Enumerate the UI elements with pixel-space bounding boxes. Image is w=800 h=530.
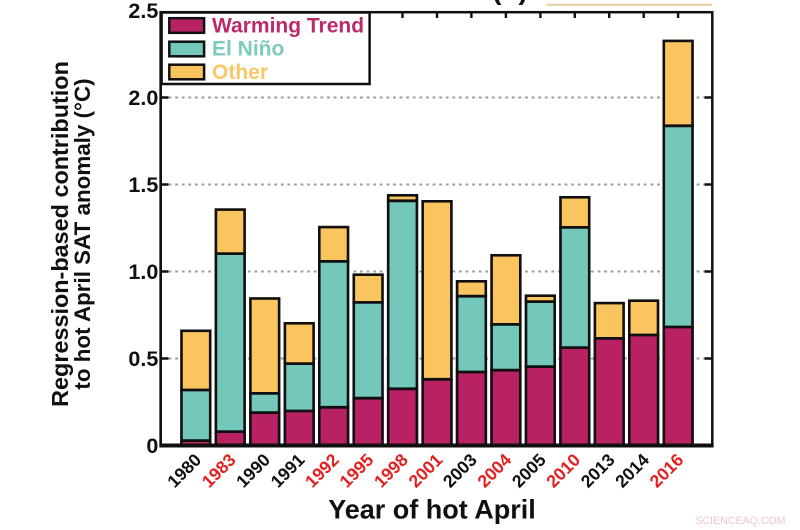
- svg-text:Regression-based contribution: Regression-based contribution: [47, 61, 73, 407]
- svg-text:2010: 2010: [542, 450, 584, 492]
- svg-text:0.5: 0.5: [128, 347, 158, 371]
- svg-text:2004: 2004: [473, 450, 515, 492]
- svg-text:1991: 1991: [267, 450, 309, 492]
- svg-text:1995: 1995: [336, 450, 378, 492]
- svg-text:SCIENCEAQ.COM: SCIENCEAQ.COM: [695, 515, 785, 527]
- svg-text:2013: 2013: [577, 450, 619, 492]
- svg-text:2005: 2005: [508, 450, 550, 492]
- svg-text:Other: Other: [212, 61, 268, 84]
- svg-text:El Niño: El Niño: [212, 38, 284, 61]
- svg-text:2001: 2001: [405, 450, 447, 492]
- svg-text:to hot April SAT anomaly (°C): to hot April SAT anomaly (°C): [70, 78, 95, 389]
- svg-text:Year of hot April: Year of hot April: [328, 495, 536, 525]
- svg-text:1.5: 1.5: [128, 173, 158, 197]
- svg-text:2016: 2016: [646, 450, 688, 492]
- svg-text:2.0: 2.0: [128, 86, 158, 110]
- svg-text:1.0: 1.0: [128, 260, 158, 284]
- svg-text:1980: 1980: [163, 450, 205, 492]
- svg-text:1983: 1983: [198, 450, 240, 492]
- svg-text:1990: 1990: [232, 450, 274, 492]
- svg-text:1992: 1992: [301, 450, 343, 492]
- svg-text:(b): (b): [492, 0, 528, 5]
- svg-text:2014: 2014: [611, 450, 653, 492]
- svg-text:0: 0: [146, 434, 158, 458]
- svg-text:Warming Trend: Warming Trend: [212, 14, 364, 37]
- svg-text:1998: 1998: [370, 450, 412, 492]
- svg-text:2.5: 2.5: [128, 0, 158, 23]
- svg-text:2003: 2003: [439, 450, 481, 492]
